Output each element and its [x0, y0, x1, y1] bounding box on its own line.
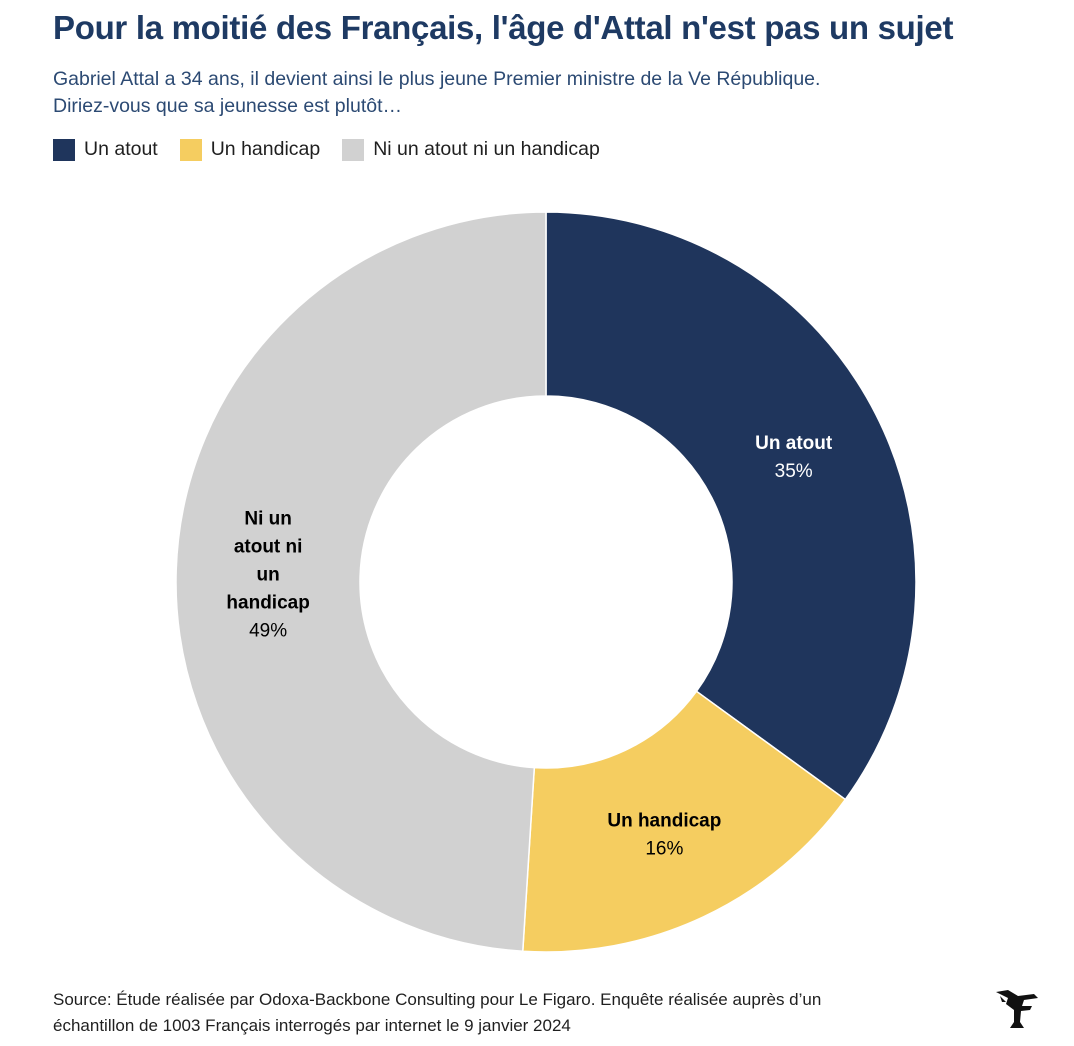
source-line-1: Source: Étude réalisée par Odoxa-Backbon… — [53, 990, 822, 1009]
legend-label-ni-un-atout-ni-un-handicap: Ni un atout ni un handicap — [373, 138, 600, 160]
legend-swatch-ni-un-atout-ni-un-handicap — [342, 138, 365, 161]
slice-un-handicap[interactable] — [521, 690, 847, 953]
slice-value: 49% — [249, 620, 287, 641]
source-line-2: échantillon de 1003 Français interrogés … — [53, 1016, 571, 1035]
chart-subtitle: Gabriel Attal a 34 ans, il devient ainsi… — [53, 66, 1053, 120]
slice-label-un-atout: Un atout 35% — [755, 433, 833, 482]
legend-label-un-handicap: Un handicap — [210, 138, 321, 160]
slice-ni-un-atout-ni-un-handicap[interactable] — [175, 211, 547, 953]
legend-item-un-atout[interactable]: Un atout — [53, 138, 158, 161]
source-note: Source: Étude réalisée par Odoxa-Backbon… — [53, 987, 953, 1039]
chart-title: Pour la moitié des Français, l'âge d'Att… — [53, 9, 954, 46]
slice-label-ni-un-atout-ni-un-handicap: Ni un atout ni un handicap 49% — [226, 508, 309, 641]
legend-label-un-atout: Un atout — [84, 138, 158, 160]
legend: Un atout Un handicap Ni un atout ni un h… — [53, 138, 622, 161]
donut-chart: Un atout 35% Un handicap 16% Ni un atout ni un… — [175, 211, 917, 953]
slice-value: 16% — [645, 839, 683, 860]
slice-name-line: un — [257, 564, 280, 585]
legend-swatch-un-handicap — [179, 138, 202, 161]
slice-name-line: atout ni — [234, 536, 303, 557]
slice-un-atout[interactable] — [545, 211, 917, 801]
slice-name-line: Un handicap — [607, 811, 721, 832]
slice-name-line: handicap — [226, 592, 309, 613]
legend-item-ni-un-atout-ni-un-handicap[interactable]: Ni un atout ni un handicap — [342, 138, 600, 161]
slice-label-un-handicap: Un handicap 16% — [607, 811, 721, 860]
subtitle-line-2: Diriez-vous que sa jeunesse est plutôt… — [53, 95, 403, 117]
subtitle-line-1: Gabriel Attal a 34 ans, il devient ainsi… — [53, 68, 821, 90]
legend-swatch-un-atout — [53, 138, 75, 161]
le-figaro-logo-icon — [996, 990, 1038, 1028]
legend-item-un-handicap[interactable]: Un handicap — [179, 138, 321, 161]
slice-value: 35% — [775, 461, 813, 482]
slice-name-line: Un atout — [755, 433, 833, 454]
slice-name-line: Ni un — [244, 508, 292, 529]
